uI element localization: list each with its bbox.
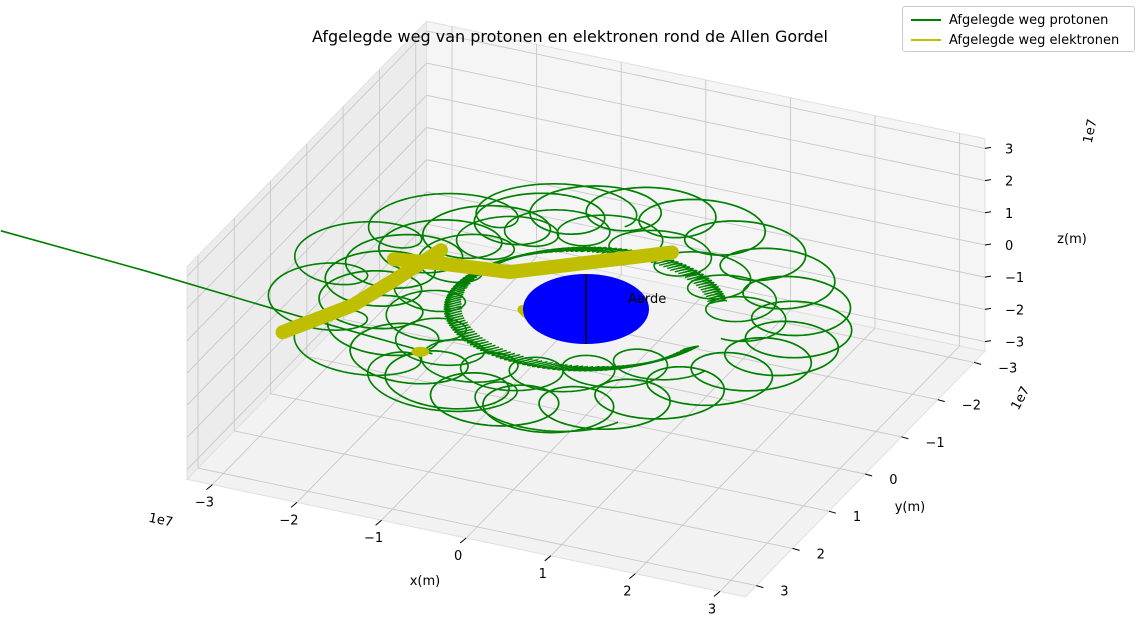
grid-side-z	[426, 127, 986, 246]
y-tick-mark	[792, 547, 800, 551]
x-tick-label: 1	[539, 567, 547, 582]
chart-title: Afgelegde weg van protonen en elektronen…	[312, 27, 828, 46]
x-tick-label: −3	[195, 496, 214, 511]
y-tick-mark	[973, 361, 982, 365]
y-tick-label: −3	[998, 361, 1017, 376]
grid-lines	[186, 26, 986, 592]
proton-trajectory	[318, 185, 853, 434]
z-axis-label: z(m)	[1057, 232, 1087, 247]
grid-side-z	[426, 94, 986, 214]
electron-cluster	[411, 346, 430, 357]
z-tick-label: −1	[1005, 271, 1024, 286]
y-tick-mark	[756, 585, 764, 589]
z-tick-label: 1	[1005, 207, 1013, 222]
y-tick-label: 0	[889, 473, 897, 488]
legend-label-protons: Afgelegde weg protonen	[949, 12, 1109, 28]
x-tick-mark	[544, 555, 552, 562]
x-axis-label: x(m)	[410, 574, 441, 589]
x-axis-exponent: 1e7	[147, 511, 174, 531]
legend-swatch-protons	[911, 19, 941, 21]
trajectories	[0, 183, 853, 434]
z-axis-exponent: 1e7	[1081, 118, 1101, 145]
grid-back-z	[186, 94, 427, 342]
grid-side-z	[426, 30, 986, 149]
z-tick-mark	[984, 211, 992, 214]
x-tick-mark	[290, 502, 298, 508]
x-tick-label: 2	[623, 585, 631, 600]
y-tick-label: −1	[926, 436, 945, 451]
grid-back-z	[186, 30, 427, 277]
grid-floor-x	[550, 309, 791, 557]
x-tick-mark	[206, 484, 213, 491]
x-tick-label: 3	[708, 602, 716, 617]
grid-side-z	[426, 62, 986, 182]
z-tick-mark	[984, 243, 992, 246]
x-tick-label: 0	[454, 549, 462, 564]
y-tick-label: 2	[817, 547, 825, 562]
legend-entry-protons: Afgelegde weg protonen	[911, 10, 1126, 30]
x-tick-mark	[629, 573, 636, 580]
x-tick-label: −2	[279, 513, 298, 528]
y-tick-mark	[865, 473, 873, 477]
y-tick-label: 3	[780, 585, 788, 600]
y-tick-mark	[828, 510, 837, 514]
x-tick-mark	[459, 537, 467, 544]
legend: Afgelegde weg protonen Afgelegde weg ele…	[902, 6, 1135, 52]
earth-annotation: Aarde	[628, 292, 666, 307]
x-tick-mark	[713, 591, 721, 597]
legend-label-electrons: Afgelegde weg elektronen	[949, 32, 1120, 48]
grid-floor-y	[197, 467, 757, 587]
grid-floor-x	[719, 345, 960, 592]
y-axis-label: y(m)	[895, 500, 926, 515]
proton-trajectory	[267, 183, 638, 433]
z-tick-label: −3	[1005, 336, 1024, 351]
z-tick-mark	[984, 275, 992, 278]
y-tick-mark	[901, 436, 909, 440]
legend-swatch-electrons	[911, 39, 941, 41]
z-tick-mark	[984, 340, 992, 343]
electron-band	[386, 245, 679, 280]
z-tick-mark	[984, 179, 992, 182]
z-tick-mark	[984, 146, 992, 149]
z-tick-label: 0	[1005, 239, 1013, 254]
tick-labels: −3 −3 −3 −2 −2 −2 −1 −1 −1 0 0 0 1 1 1 2 2 2 3 3 3	[195, 142, 1024, 617]
x-tick-label: −1	[364, 531, 383, 546]
grid-floor-y	[234, 430, 793, 549]
grid-floor-x	[635, 327, 876, 574]
grid-floor-y	[270, 393, 829, 512]
proton-escape-track	[0, 230, 433, 355]
grid-back-z	[186, 127, 427, 374]
z-tick-label: 2	[1005, 175, 1013, 190]
legend-entry-electrons: Afgelegde weg elektronen	[911, 30, 1126, 50]
y-tick-label: 1	[853, 510, 861, 525]
z-tick-label: 3	[1005, 142, 1013, 157]
y-tick-mark	[937, 399, 945, 403]
z-tick-mark	[984, 307, 992, 310]
z-tick-label: −2	[1005, 303, 1024, 318]
grid-floor-y	[306, 356, 866, 475]
grid-back-z	[186, 62, 427, 309]
y-axis-exponent: 1e7	[1009, 384, 1034, 413]
x-tick-mark	[375, 519, 382, 526]
y-tick-label: −2	[962, 399, 981, 414]
